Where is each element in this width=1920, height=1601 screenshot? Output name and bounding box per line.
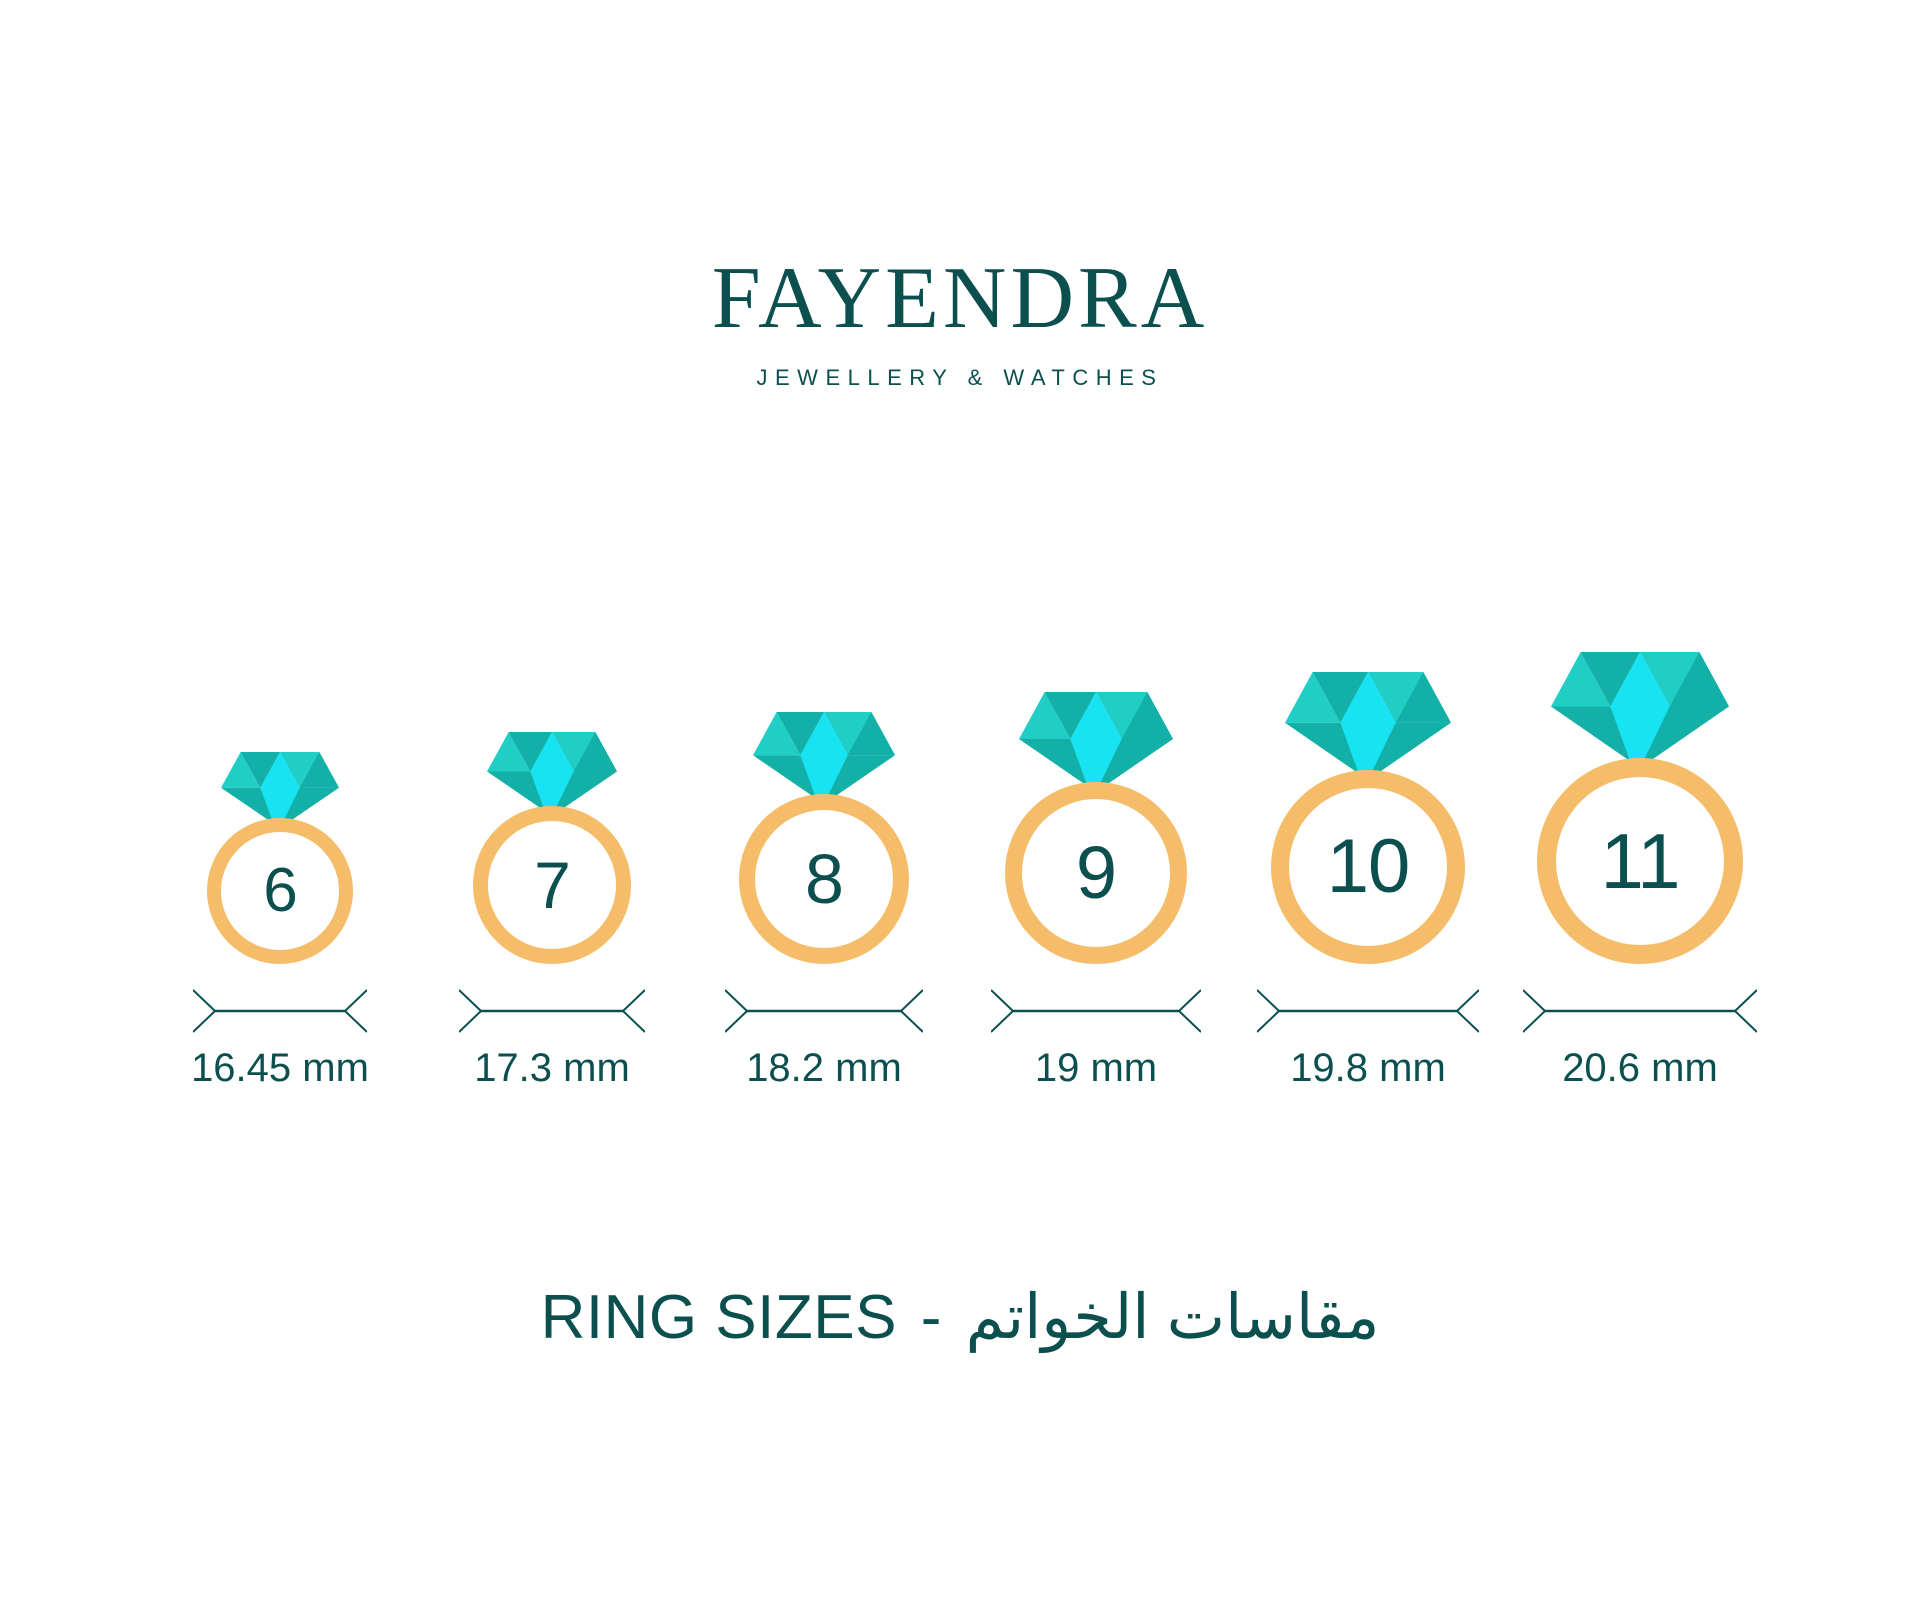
ring-size-number: 9 xyxy=(1075,831,1117,914)
dimension-arrow-icon xyxy=(459,989,645,1033)
ring-band: 10 xyxy=(1271,770,1465,964)
ring-band: 11 xyxy=(1537,758,1743,964)
dimension-arrow-icon xyxy=(725,989,923,1033)
ring-size-number: 11 xyxy=(1600,817,1681,905)
ring-size-item[interactable]: 7 17.3 mm xyxy=(416,732,688,1088)
diamond-icon xyxy=(1285,672,1451,780)
ring-size-item[interactable]: 6 16.45 mm xyxy=(144,752,416,1088)
diamond-icon xyxy=(1551,652,1729,768)
page-title-english: RING SIZES xyxy=(540,1283,897,1352)
ring-size-row: 6 16.45 mm 7 17.3 mm 8 18.2 mm 9 19 mm 10 19.8 mm… xyxy=(0,588,1920,1088)
dimension-arrow-icon xyxy=(1257,989,1479,1033)
ring-illustration: 11 xyxy=(1537,652,1743,964)
page-title-separator: - xyxy=(920,1283,942,1352)
ring-illustration: 6 xyxy=(207,752,353,964)
ring-size-number: 7 xyxy=(534,848,571,922)
ring-band: 8 xyxy=(739,794,909,964)
diamond-icon xyxy=(753,712,895,804)
dimension-arrow-icon xyxy=(193,989,367,1033)
ring-illustration: 8 xyxy=(739,712,909,964)
ring-band: 6 xyxy=(207,818,353,964)
brand-name: FAYENDRA xyxy=(711,250,1209,347)
ring-size-item[interactable]: 11 20.6 mm xyxy=(1504,652,1776,1088)
page-title-arabic: مقاسات الخواتم xyxy=(965,1283,1380,1352)
ring-band: 7 xyxy=(473,806,631,964)
ring-measurement-label: 18.2 mm xyxy=(746,1046,902,1090)
diamond-icon xyxy=(221,752,339,828)
ring-measurement-label: 19 mm xyxy=(1034,1046,1158,1090)
dimension-arrow-icon xyxy=(991,989,1201,1033)
ring-illustration: 10 xyxy=(1271,672,1465,964)
ring-measurement-label: 19.8 mm xyxy=(1290,1046,1446,1090)
dimension-arrow-icon xyxy=(1523,989,1757,1033)
diamond-icon xyxy=(1019,692,1173,792)
ring-size-number: 10 xyxy=(1326,824,1411,909)
page-title: RING SIZES - مقاسات الخواتم xyxy=(0,1280,1920,1353)
ring-band: 9 xyxy=(1005,782,1187,964)
ring-size-number: 6 xyxy=(263,856,297,925)
ring-illustration: 9 xyxy=(1005,692,1187,964)
diamond-icon xyxy=(487,732,617,816)
ring-measurement-label: 17.3 mm xyxy=(474,1046,630,1090)
brand-tagline: JEWELLERY & WATCHES xyxy=(756,365,1164,390)
ring-measurement-label: 20.6 mm xyxy=(1562,1046,1718,1090)
ring-measurement-label: 16.45 mm xyxy=(191,1046,369,1090)
brand-logo: FAYENDRA JEWELLERY & WATCHES xyxy=(0,255,1920,391)
ring-size-item[interactable]: 8 18.2 mm xyxy=(688,712,960,1088)
ring-size-number: 8 xyxy=(805,840,844,918)
ring-size-item[interactable]: 10 19.8 mm xyxy=(1232,672,1504,1088)
ring-illustration: 7 xyxy=(473,732,631,964)
ring-size-item[interactable]: 9 19 mm xyxy=(960,692,1232,1088)
